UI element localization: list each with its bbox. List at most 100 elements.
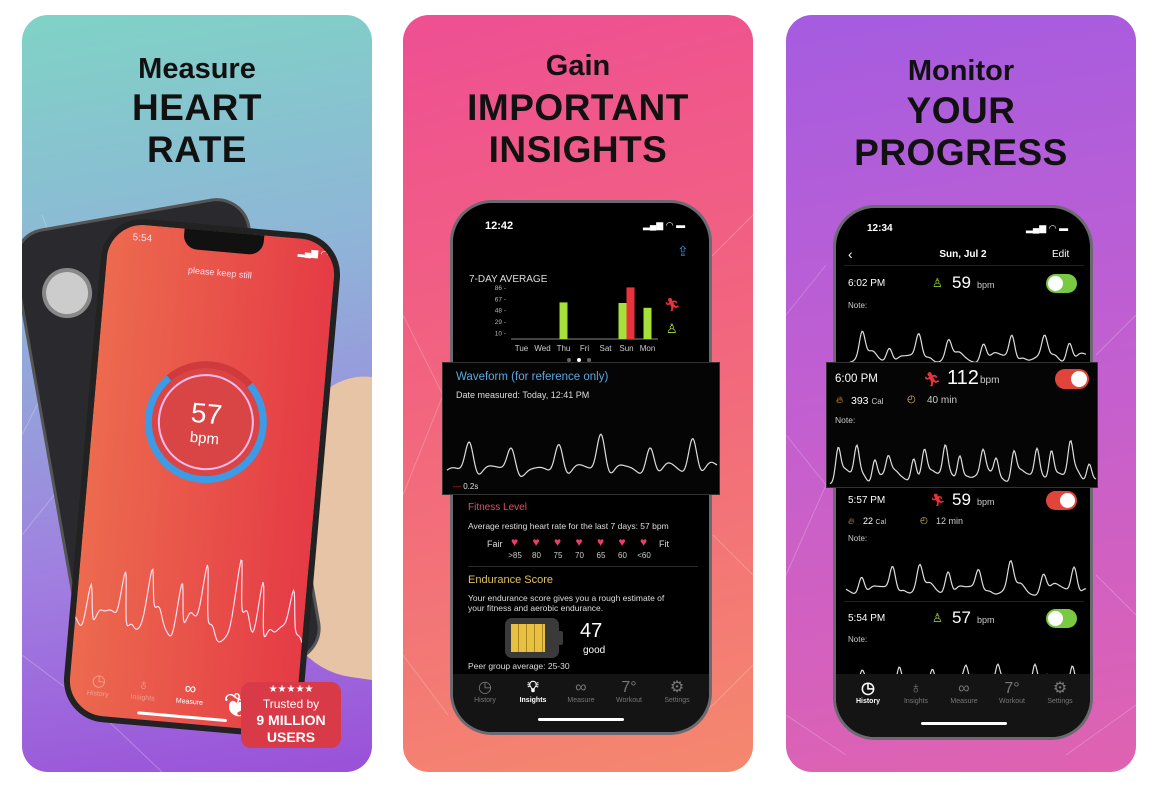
headline-line1: Gain xyxy=(545,50,611,82)
fitness-fair-label: Fair xyxy=(487,539,503,549)
home-indicator xyxy=(921,722,1007,725)
headline-line2: HEART xyxy=(132,87,262,128)
tab-label: Insights xyxy=(519,697,547,704)
instruction-text: please keep still xyxy=(187,265,253,281)
waveform-panel: Waveform (for reference only) Date measu… xyxy=(442,362,720,495)
cal-value: 22 xyxy=(863,516,874,526)
entry-toggle[interactable] xyxy=(1046,274,1077,293)
tab-measure[interactable]: ∞ Measure xyxy=(557,679,605,704)
running-icon: 🏃︎ xyxy=(930,493,946,507)
fitness-fit-label: Fit xyxy=(659,539,669,549)
flame-icon: 🔥︎ xyxy=(848,516,855,526)
bpm-ring: 57 bpm xyxy=(139,356,272,489)
fitness-level-label: 65 xyxy=(596,551,606,560)
peer-average: Peer group average: 25-30 xyxy=(468,661,570,671)
headline-line2: IMPORTANT xyxy=(467,87,689,128)
y-tick-label: 86 - xyxy=(495,285,506,292)
gear-icon: ⚙ xyxy=(669,679,685,696)
tab-history[interactable]: ◷ History xyxy=(461,679,509,704)
seven-minute-icon: 7° xyxy=(621,679,637,696)
tab-settings[interactable]: ⚙ Settings xyxy=(1036,680,1084,705)
fitness-level-label: 80 xyxy=(532,551,541,560)
heart-icon: ♥ xyxy=(597,535,605,549)
waveform-line xyxy=(74,559,303,643)
entry-unit: bpm xyxy=(977,497,995,507)
entry-toggle[interactable] xyxy=(1046,609,1077,628)
bar-mon-resting-person xyxy=(643,307,652,339)
endurance-desc-2: your fitness and aerobic endurance. xyxy=(468,603,604,613)
status-icons: ▂▄▆ ◠ ▬ xyxy=(1026,223,1069,233)
flame-icon: 🔥︎ xyxy=(836,395,844,406)
entry-bpm: 112 xyxy=(947,367,979,389)
waveform-line xyxy=(446,433,718,477)
tab-history[interactable]: ◷ History xyxy=(844,680,892,705)
infinity-icon: ∞ xyxy=(184,680,197,699)
lightbulb-icon: ♁ xyxy=(136,676,151,695)
entry-waveform xyxy=(829,440,1097,485)
x-tick-label: Sat xyxy=(599,344,612,353)
notch xyxy=(182,226,265,256)
trust-badge: ❦ ★★★★★ Trusted by 9 MILLION USERS xyxy=(223,678,355,750)
entry-bpm: 59 xyxy=(952,273,971,292)
lightbulb-icon: ♁ xyxy=(910,680,922,697)
cal-unit: Cal xyxy=(871,397,884,406)
waveform-title: Waveform (for reference only) xyxy=(456,371,609,383)
fitness-title: Fitness Level xyxy=(468,502,527,513)
tab-insights[interactable]: ♁ Insights xyxy=(892,680,940,705)
lightbulb-icon: 💡︎ xyxy=(527,679,539,696)
divider xyxy=(844,601,1084,602)
panel-measure: Measure HEART RATE 5:54 ▂▄▆ ◠ ▬ please k… xyxy=(22,15,372,772)
fitness-level-label: <60 xyxy=(637,551,651,560)
infinity-icon: ∞ xyxy=(958,680,970,697)
headline-line1: Measure xyxy=(138,53,256,85)
edit-button[interactable]: Edit xyxy=(1052,249,1070,260)
tab-insights[interactable]: ♁ Insights xyxy=(118,675,168,704)
cal-unit: Cal xyxy=(875,519,887,526)
entry-toggle[interactable] xyxy=(1055,369,1089,389)
tab-label: Measure xyxy=(950,698,978,705)
badge-stars: ★★★★★ xyxy=(268,684,314,695)
entry-duration: 12 min xyxy=(936,516,964,526)
entry-waveform xyxy=(846,330,1087,364)
fitness-level-label: >85 xyxy=(508,551,522,560)
standing-person-icon: ♙ xyxy=(932,611,943,625)
entry-time: 6:00 PM xyxy=(835,373,878,385)
x-tick-label: Tue xyxy=(515,344,529,353)
endurance-rating: good xyxy=(583,645,606,656)
headline-line3: RATE xyxy=(147,129,247,170)
divider xyxy=(844,265,1084,266)
heart-icon: ♥ xyxy=(532,535,540,549)
tab-insights[interactable]: 💡︎ Insights xyxy=(509,679,557,704)
entry-unit: bpm xyxy=(977,280,995,290)
camera-lens xyxy=(38,264,97,323)
waveform-line xyxy=(829,440,1097,485)
seven-day-bar-chart: 10 - 29 - 48 - 67 - 86 - Tue Wed Thu Fri Sat Sun Mo… xyxy=(495,285,658,353)
tab-workout[interactable]: 7° Workout xyxy=(605,679,653,704)
tab-settings[interactable]: ⚙ Settings xyxy=(653,679,701,704)
standing-person-icon: ♙ xyxy=(932,276,943,290)
bar-sun-running-person xyxy=(626,287,635,339)
entry-bpm: 57 xyxy=(952,608,971,627)
note-label: Note: xyxy=(848,534,868,543)
entry-toggle[interactable] xyxy=(1046,491,1077,510)
timer-icon: ◴ xyxy=(920,515,928,525)
share-icon[interactable]: ⇪ xyxy=(677,243,689,259)
tab-measure[interactable]: ∞ Measure xyxy=(940,680,988,705)
workout-entry-popout: 6:00 PM 🏃︎ 112 bpm 🔥︎ 393 Cal ◴ 40 min N… xyxy=(826,362,1098,488)
status-icons: ▂▄▆ ◠ ▬ xyxy=(297,246,341,261)
heart-icon: ♥ xyxy=(554,535,562,549)
tab-workout[interactable]: 7° Workout xyxy=(988,680,1036,705)
x-tick-label: Thu xyxy=(557,344,571,353)
running-icon: 🏃︎ xyxy=(923,371,941,387)
entry-unit: bpm xyxy=(980,375,1000,386)
clock-icon: ◷ xyxy=(861,680,875,697)
home-indicator xyxy=(137,711,228,723)
page-dots[interactable] xyxy=(567,358,597,363)
tab-label: Workout xyxy=(616,697,642,704)
x-tick-label: Sun xyxy=(619,344,633,353)
tab-label: Measure xyxy=(567,697,595,704)
tab-measure[interactable]: ∞ Measure xyxy=(165,679,215,708)
entry-duration: 40 min xyxy=(927,395,958,406)
back-chevron-icon[interactable]: ‹ xyxy=(848,246,853,262)
tab-history[interactable]: ◷ History xyxy=(73,671,123,700)
